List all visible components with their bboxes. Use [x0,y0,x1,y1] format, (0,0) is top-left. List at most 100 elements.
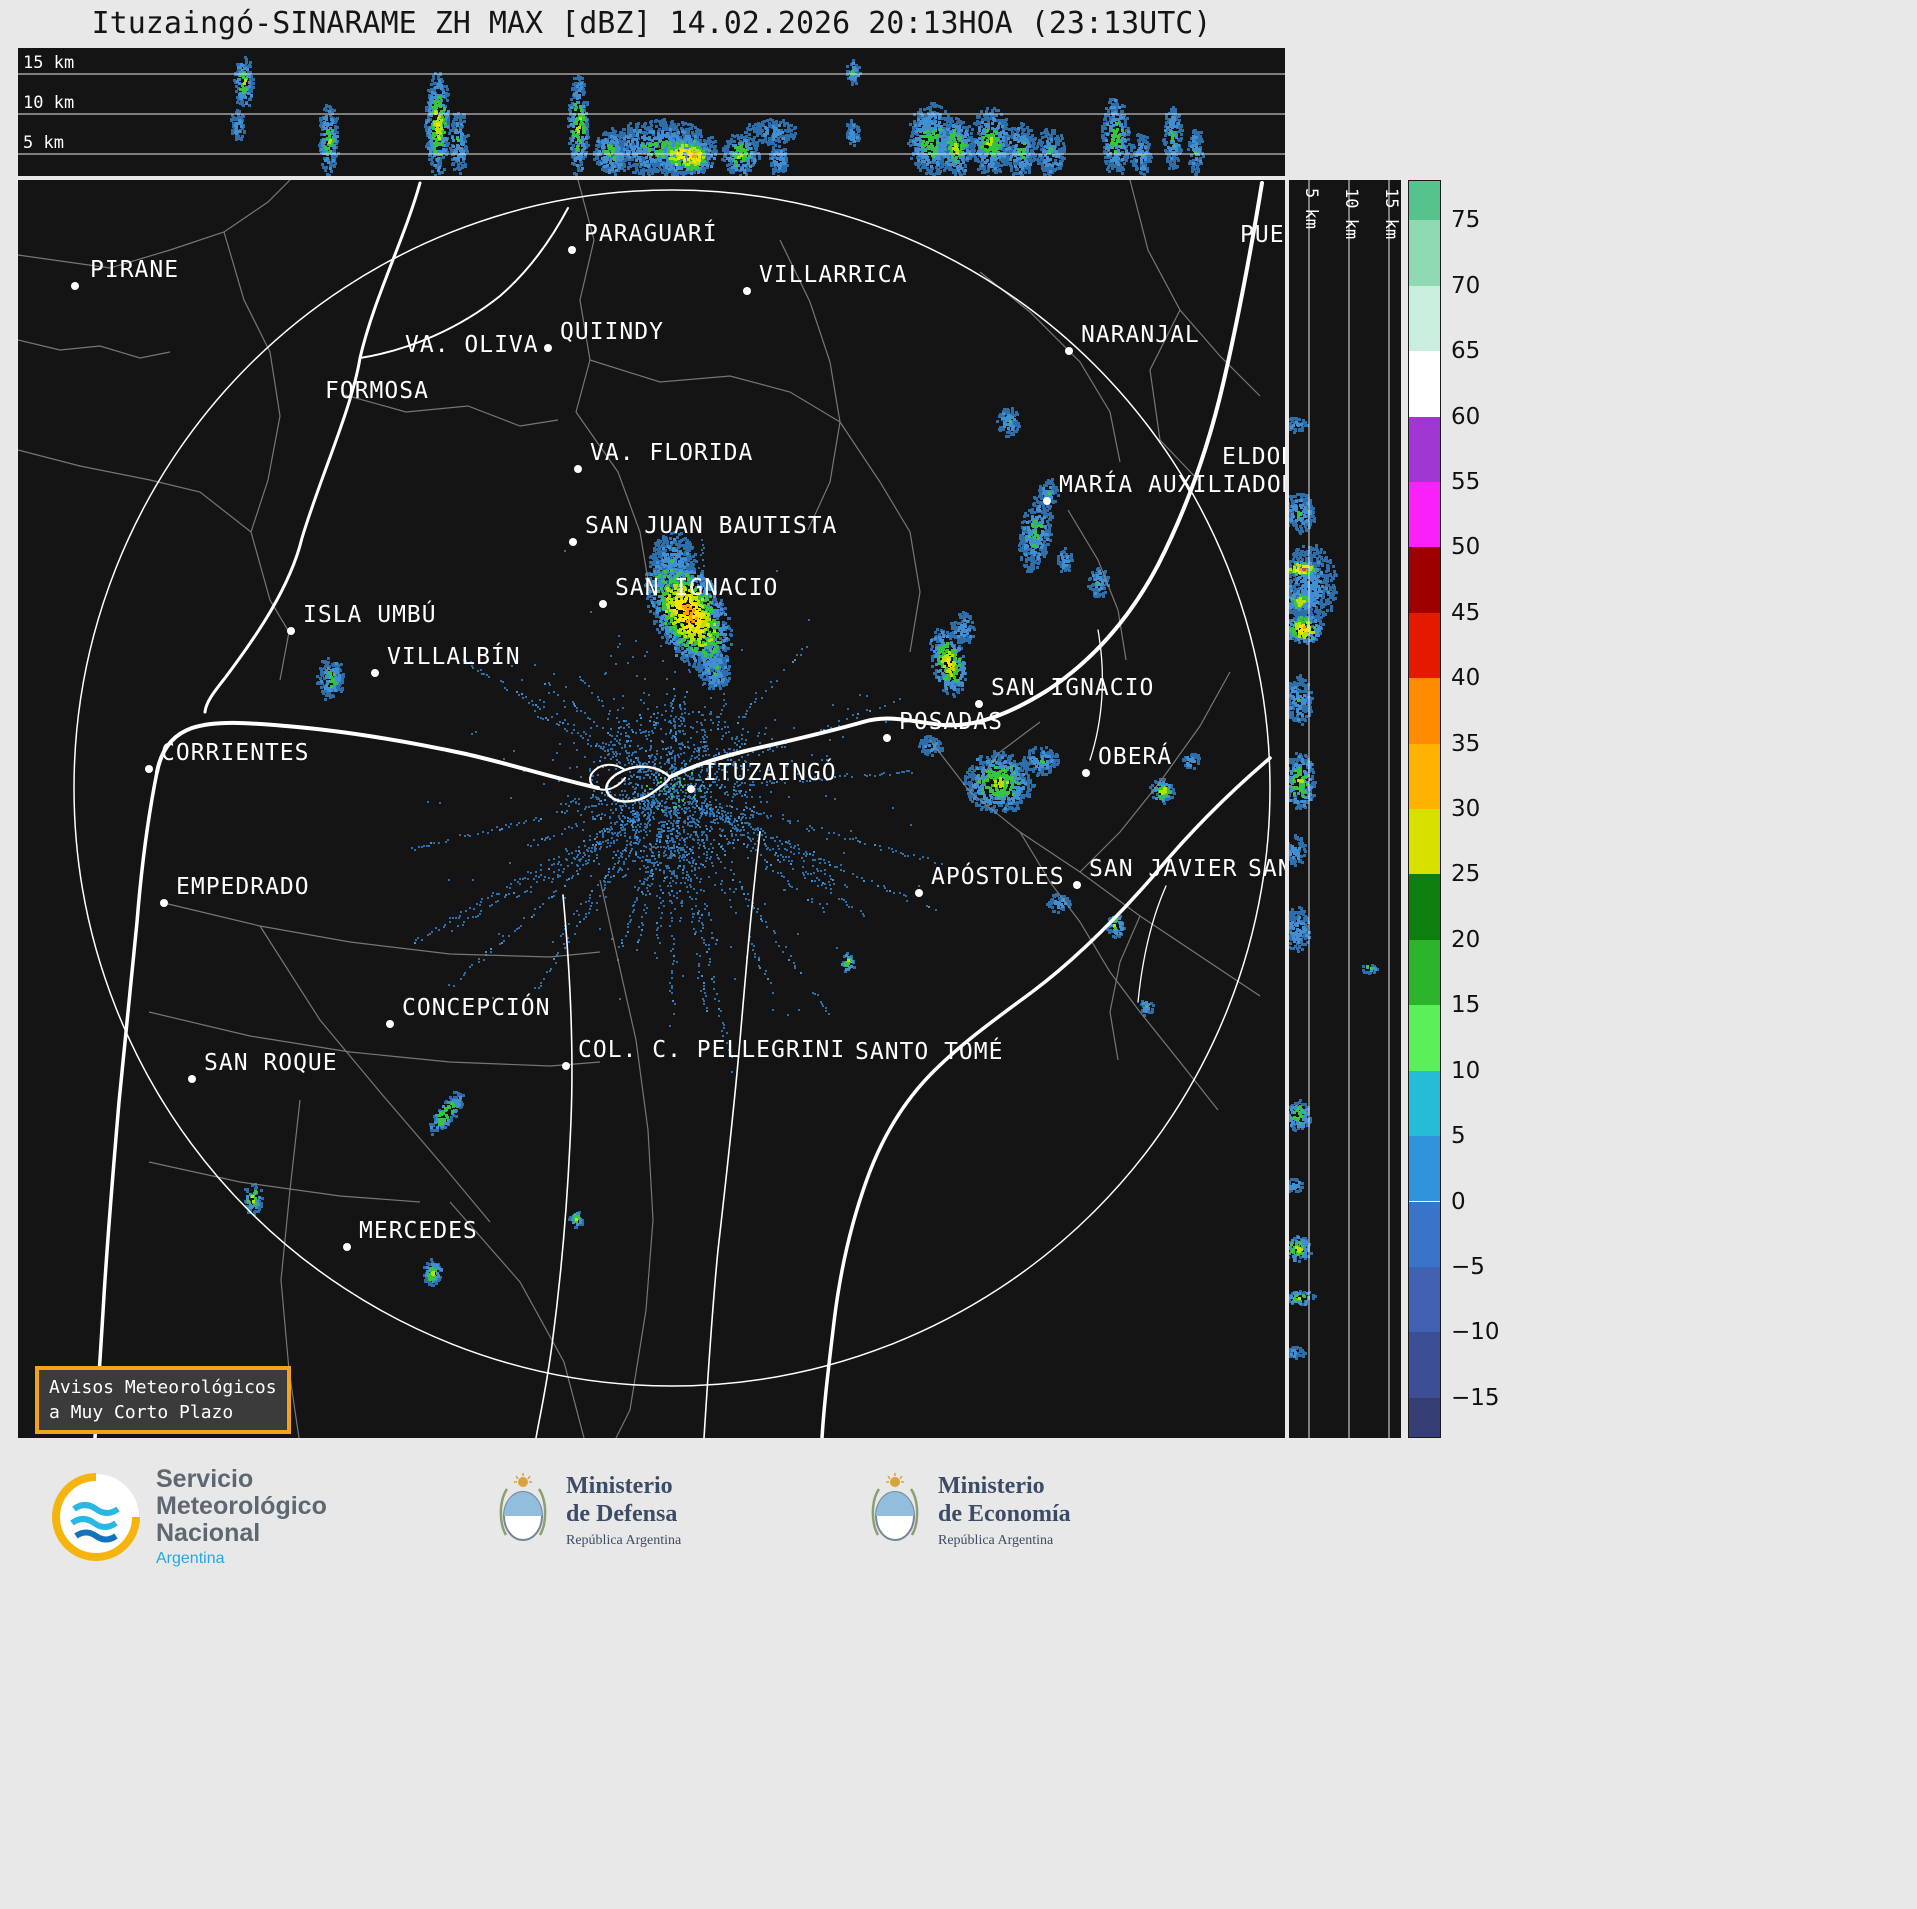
colorbar-tick: −10 [1451,1319,1500,1346]
city-dot [883,734,891,742]
economia-sub: República Argentina [938,1533,1054,1548]
city-label: MARÍA AUXILIADORA [1059,470,1285,498]
city-dot [915,889,923,897]
city-label: EMPEDRADO [176,874,310,900]
city-dot [160,899,168,907]
city-dot [599,600,607,608]
colorbar-segment [1409,1201,1440,1267]
city-dot [71,282,79,290]
city-label: POSADAS [899,709,1003,735]
city-label: VA. OLIVA [405,332,539,358]
city-layer: PIRANE PARAGUARÍ VILLARRICA QUIINDY VA. OLIV… [71,219,1285,1251]
range-ring [73,189,1271,1387]
colorbar-tick: 20 [1451,926,1481,953]
city-label: VA. FLORIDA [590,440,753,466]
city-dot [574,465,582,473]
side-profile-canvas: 5 km 10 km 15 km [1289,180,1401,1438]
city-label: QUIINDY [560,319,664,345]
ministerio-defensa-block: Ministerio de Defensa República Argentin… [496,1472,681,1549]
map-panel: PIRANE PARAGUARÍ VILLARRICA QUIINDY VA. OLIV… [18,180,1285,1438]
city-label: APÓSTOLES [931,862,1065,890]
city-dot [569,538,577,546]
smn-name-line: Servicio [156,1465,254,1493]
city-label: MERCEDES [359,1218,478,1244]
colorbar-tick: 70 [1451,272,1481,299]
colorbar-segment [1409,285,1440,352]
defensa-text: Ministerio de Defensa República Argentin… [566,1472,681,1549]
colorbar-tick: 60 [1451,403,1481,430]
colorbar-tick: −15 [1451,1384,1500,1411]
top-profile-panel: 15 km 10 km 5 km [18,48,1285,176]
city-label: SAN ROQUE [204,1050,338,1076]
colorbar-segment [1409,939,1440,1006]
colorbar-tick: 75 [1451,207,1481,234]
colorbar-segment [1409,1070,1440,1137]
economia-text: Ministerio de Economía República Argenti… [938,1472,1071,1549]
defensa-name-line: de Defensa [566,1501,678,1527]
city-label: PIRANE [90,257,179,283]
city-label: SAN IGNACIO [991,675,1154,701]
colorbar-segment [1409,416,1440,482]
colorbar-segment [1409,1332,1440,1398]
altitude-label: 5 km [1301,188,1321,229]
city-dot [287,627,295,635]
city-label: ISLA UMBÚ [303,600,437,628]
colorbar-segment [1409,1397,1440,1437]
map-canvas: PIRANE PARAGUARÍ VILLARRICA QUIINDY VA. OLIV… [18,180,1285,1438]
city-dot [975,700,983,708]
notice-box[interactable]: Avisos Meteorológicos a Muy Corto Plazo [35,1366,291,1434]
city-label: CORRIENTES [161,740,309,766]
city-dot [1082,769,1090,777]
altitude-label: 10 km [23,93,74,113]
smn-text: Servicio Meteorológico Nacional Argentin… [156,1466,327,1568]
colorbar: 75 70 65 60 55 50 45 40 35 30 25 20 15 10 5 0 −5 −10 −15 [1408,180,1538,1438]
city-label: SAN IGNACIO [615,575,778,601]
altitude-label: 15 km [1381,188,1401,239]
page-title: Ituzaingó-SINARAME ZH MAX [dBZ] 14.02.20… [91,6,1212,41]
colorbar-tick: 35 [1451,730,1481,757]
smn-name-line: Meteorológico [156,1492,327,1520]
colorbar-tick: −5 [1451,1253,1485,1280]
radar-echoes [244,407,1201,1287]
city-dot [386,1020,394,1028]
city-label: COL. C. PELLEGRINI [578,1037,845,1063]
city-label: ITUZAINGÓ [703,758,837,786]
economia-name-line: Ministerio [938,1473,1045,1499]
colorbar-tick: 55 [1451,468,1481,495]
colorbar-segment [1409,612,1440,679]
colorbar-segment [1409,809,1440,875]
city-dot [743,287,751,295]
economia-name-line: de Economía [938,1501,1071,1527]
city-label: NARANJAL [1081,322,1200,348]
altitude-label: 10 km [1341,188,1361,239]
colorbar-tick: 65 [1451,338,1481,365]
colorbar-segment [1409,481,1440,548]
colorbar-tick: 15 [1451,992,1481,1019]
smn-country: Argentina [156,1550,225,1567]
altitude-label: 15 km [23,53,74,73]
defensa-name-line: Ministerio [566,1473,673,1499]
colorbar-segment [1409,1136,1440,1202]
city-label: SAN JAVIER [1089,856,1237,882]
colorbar-segment [1409,547,1440,613]
city-label: PUE [1240,222,1285,248]
city-label: CONCEPCIÓN [402,993,550,1021]
colorbar-scale [1408,180,1441,1438]
colorbar-segment [1409,1005,1440,1071]
city-label: SAN [1248,856,1285,882]
city-dot [1065,347,1073,355]
city-label: VILLALBÍN [387,642,521,670]
city-dot [687,785,695,793]
colorbar-segment [1409,351,1440,417]
colorbar-tick: 0 [1451,1188,1466,1215]
city-dot [562,1062,570,1070]
side-profile-panel: 5 km 10 km 15 km [1289,180,1401,1438]
colorbar-segment [1409,220,1440,286]
altitude-label: 5 km [23,133,64,153]
footer: Servicio Meteorológico Nacional Argentin… [0,1456,1917,1909]
defensa-sub: República Argentina [566,1533,682,1548]
colorbar-tick: 10 [1451,1057,1481,1084]
city-dot [188,1075,196,1083]
defensa-crest-icon [499,1472,547,1541]
colorbar-segment [1409,181,1440,221]
